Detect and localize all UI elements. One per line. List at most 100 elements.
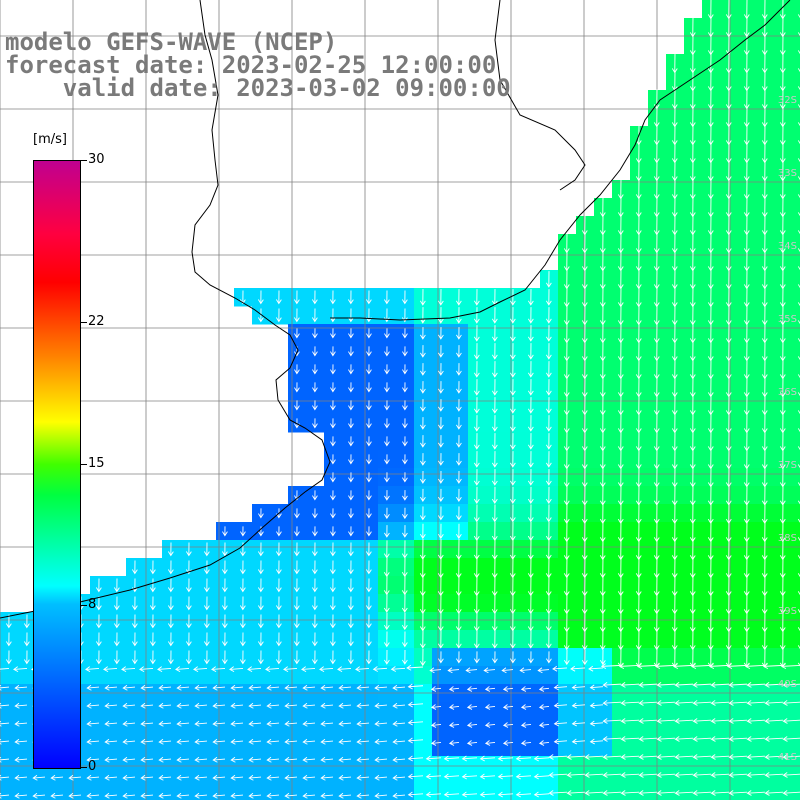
wind-arrow xyxy=(392,684,406,691)
wind-arrow xyxy=(194,720,208,727)
coastline xyxy=(0,0,791,619)
wind-arrow xyxy=(167,614,174,629)
wind-arrow xyxy=(266,756,280,763)
wind-arrow xyxy=(509,451,516,468)
wind-arrow xyxy=(50,792,64,799)
wind-arrow xyxy=(365,650,372,665)
wind-cell xyxy=(90,738,109,757)
wind-arrow xyxy=(221,578,228,593)
wind-arrow xyxy=(401,593,408,613)
wind-arrow xyxy=(149,578,156,593)
wind-arrow xyxy=(419,506,426,521)
wind-cell xyxy=(630,774,649,793)
wind-arrow xyxy=(348,490,354,501)
wind-arrow xyxy=(566,772,586,778)
wind-arrow xyxy=(782,736,800,742)
wind-arrow xyxy=(329,578,336,593)
wind-arrow xyxy=(374,792,388,799)
wind-arrow xyxy=(194,792,208,799)
wind-arrow xyxy=(797,158,800,163)
wind-arrow xyxy=(782,718,800,724)
wind-cell xyxy=(720,702,739,721)
wind-cell xyxy=(486,666,505,685)
wind-arrow xyxy=(545,271,552,288)
wind-arrow xyxy=(356,774,370,781)
wind-cell xyxy=(360,756,379,775)
wind-arrow xyxy=(656,718,676,724)
wind-arrow xyxy=(473,415,480,432)
wind-cell xyxy=(792,0,800,19)
wind-cell xyxy=(396,666,415,685)
wind-arrow xyxy=(599,649,606,666)
wind-arrow xyxy=(374,720,388,727)
wind-arrow xyxy=(347,308,354,323)
wind-arrow xyxy=(384,472,390,483)
wind-arrow xyxy=(638,754,658,760)
wind-arrow xyxy=(366,364,372,375)
wind-arrow xyxy=(728,790,748,796)
wind-arrow xyxy=(656,682,676,688)
wind-cell xyxy=(792,234,800,253)
wind-cell xyxy=(18,720,37,739)
wind-arrow xyxy=(710,790,730,796)
wind-arrow xyxy=(275,596,282,611)
wind-cell xyxy=(162,774,181,793)
wind-arrow xyxy=(420,327,426,340)
wind-arrow xyxy=(443,773,460,780)
wind-arrow xyxy=(407,755,424,762)
wind-arrow xyxy=(294,364,300,375)
wind-arrow xyxy=(674,754,694,760)
wind-arrow xyxy=(347,614,354,629)
wind-arrow xyxy=(545,343,552,360)
wind-arrow xyxy=(14,720,28,727)
wind-arrow xyxy=(584,790,604,796)
wind-arrow xyxy=(221,596,228,611)
wind-cell xyxy=(792,648,800,667)
wind-arrow xyxy=(762,663,784,670)
wind-arrow xyxy=(311,596,318,611)
wind-cell xyxy=(288,738,307,757)
wind-cell xyxy=(792,666,800,685)
wind-cell xyxy=(792,558,800,577)
wind-arrow xyxy=(515,755,532,762)
wind-arrow xyxy=(294,382,300,393)
wind-arrow xyxy=(337,666,352,673)
wind-arrow xyxy=(782,700,800,706)
wind-arrow xyxy=(258,508,264,519)
wind-cell xyxy=(558,738,577,757)
wind-arrow xyxy=(782,682,800,688)
wind-arrow xyxy=(437,307,444,324)
wind-arrow xyxy=(402,328,408,339)
wind-arrow xyxy=(14,702,28,709)
wind-arrow xyxy=(797,248,800,253)
wind-arrow xyxy=(497,755,514,762)
wind-arrow xyxy=(140,792,154,799)
wind-arrow xyxy=(437,523,444,540)
wind-arrow xyxy=(527,630,534,649)
wind-arrow xyxy=(438,417,444,430)
wind-arrow xyxy=(710,682,730,688)
wind-arrow xyxy=(356,756,370,763)
wind-arrow xyxy=(384,328,390,339)
wind-cell xyxy=(180,720,199,739)
wind-arrow xyxy=(329,632,336,647)
wind-arrow xyxy=(602,790,622,796)
wind-cell xyxy=(702,720,721,739)
colorbar-tick xyxy=(81,767,87,768)
wind-cell xyxy=(792,468,800,487)
wind-arrow xyxy=(149,560,156,575)
wind-arrow xyxy=(656,736,676,742)
wind-arrow xyxy=(348,400,354,411)
wind-cell xyxy=(486,774,505,793)
wind-arrow xyxy=(527,415,534,432)
wind-arrow xyxy=(438,488,444,503)
wind-arrow xyxy=(797,194,800,199)
wind-cell xyxy=(756,720,775,739)
wind-arrow xyxy=(425,773,442,780)
wind-arrow xyxy=(356,684,370,691)
wind-arrow xyxy=(338,720,352,727)
wind-cell xyxy=(792,198,800,217)
wind-cell xyxy=(738,702,757,721)
wind-arrow xyxy=(257,632,264,647)
wind-arrow xyxy=(484,722,496,728)
